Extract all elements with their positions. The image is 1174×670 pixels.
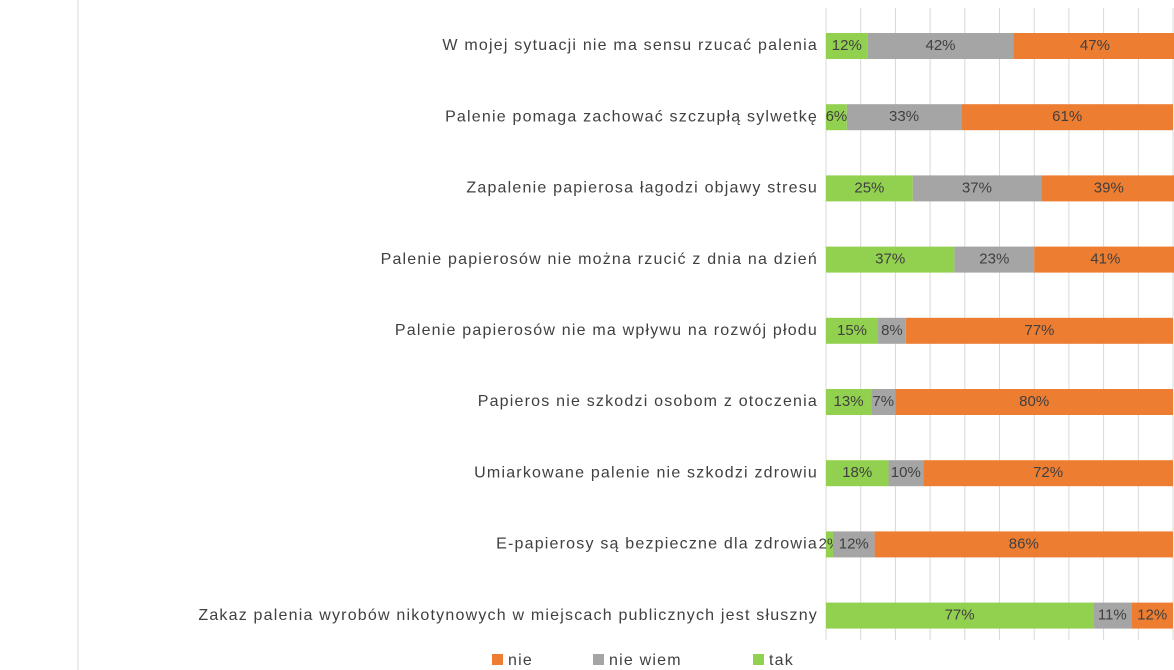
data-label: 7% — [872, 393, 894, 410]
bar-segment — [846, 104, 962, 131]
bar-segment — [912, 175, 1042, 202]
legend-swatch — [593, 654, 604, 665]
bar-segment — [826, 389, 872, 415]
category-label: W mojej sytuacji nie ma sensu rzucać pal… — [442, 37, 818, 54]
data-label: 15% — [837, 322, 867, 339]
data-label: 6% — [826, 108, 848, 125]
category-label: Papieros nie szkodzi osobom z otoczenia — [478, 393, 818, 410]
data-label: 12% — [832, 37, 862, 54]
bar-segment — [826, 602, 1094, 629]
bar-segment — [1093, 602, 1132, 629]
legend-swatch — [753, 654, 764, 665]
data-label: 37% — [875, 251, 905, 268]
data-label: 47% — [1080, 37, 1110, 54]
data-label: 8% — [881, 322, 903, 339]
bar-segment — [826, 460, 889, 487]
bar-segment — [826, 104, 847, 131]
bar-segment — [826, 317, 879, 344]
category-label: Zapalenie papierosa łagodzi objawy stres… — [466, 180, 818, 197]
data-label: 86% — [1009, 535, 1039, 552]
category-label: Palenie papierosów nie można rzucić z dn… — [381, 251, 818, 268]
data-label: 13% — [834, 393, 864, 410]
bar-segment — [826, 531, 833, 558]
category-label: Palenie pomaga zachować szczupłą sylwetk… — [445, 108, 818, 125]
data-label: 37% — [962, 179, 992, 196]
bar-segment — [923, 460, 1173, 487]
legend-label: nie wiem — [609, 652, 682, 669]
bar-segment — [895, 389, 1173, 415]
data-label: 12% — [839, 535, 869, 552]
bar-segment — [832, 531, 875, 558]
data-label: 61% — [1052, 108, 1082, 125]
data-label: 12% — [1137, 607, 1167, 624]
data-label: 41% — [1090, 251, 1120, 268]
bar-segment — [1013, 33, 1174, 59]
data-label: 33% — [889, 108, 919, 125]
bar-segment — [878, 317, 906, 344]
data-label: 77% — [945, 607, 975, 624]
data-label: 18% — [842, 464, 872, 481]
bar-segment — [826, 246, 955, 273]
data-label: 25% — [854, 179, 884, 196]
legend-label: tak — [769, 652, 794, 669]
data-label: 11% — [1098, 607, 1127, 624]
data-label: 80% — [1019, 393, 1049, 410]
data-label: 23% — [979, 251, 1009, 268]
category-label: Umiarkowane palenie nie szkodzi zdrowiu — [474, 464, 818, 481]
category-label: E-papierosy są bezpieczne dla zdrowia — [496, 536, 818, 553]
bar-segment — [826, 175, 913, 202]
bar-segment — [1131, 602, 1173, 629]
data-label: 72% — [1033, 464, 1063, 481]
data-label: 42% — [925, 37, 955, 54]
data-label: 77% — [1024, 322, 1054, 339]
bar-segment — [867, 33, 1014, 59]
bar-segment — [826, 33, 868, 59]
bar-segment — [871, 389, 896, 415]
bar-segment — [888, 460, 924, 487]
bar-segment — [905, 317, 1173, 344]
bar-segment — [954, 246, 1035, 273]
data-label: 39% — [1094, 179, 1124, 196]
bar-segment — [1041, 175, 1174, 202]
bar-segment — [874, 531, 1173, 558]
bar-segment — [1034, 246, 1174, 273]
legend-label: nie — [508, 652, 533, 669]
category-label: Zakaz palenia wyrobów nikotynowych w mie… — [198, 607, 818, 624]
category-label: Palenie papierosów nie ma wpływu na rozw… — [395, 322, 818, 339]
legend-swatch — [492, 654, 503, 665]
bar-segment — [961, 104, 1173, 131]
data-label: 10% — [891, 464, 921, 481]
